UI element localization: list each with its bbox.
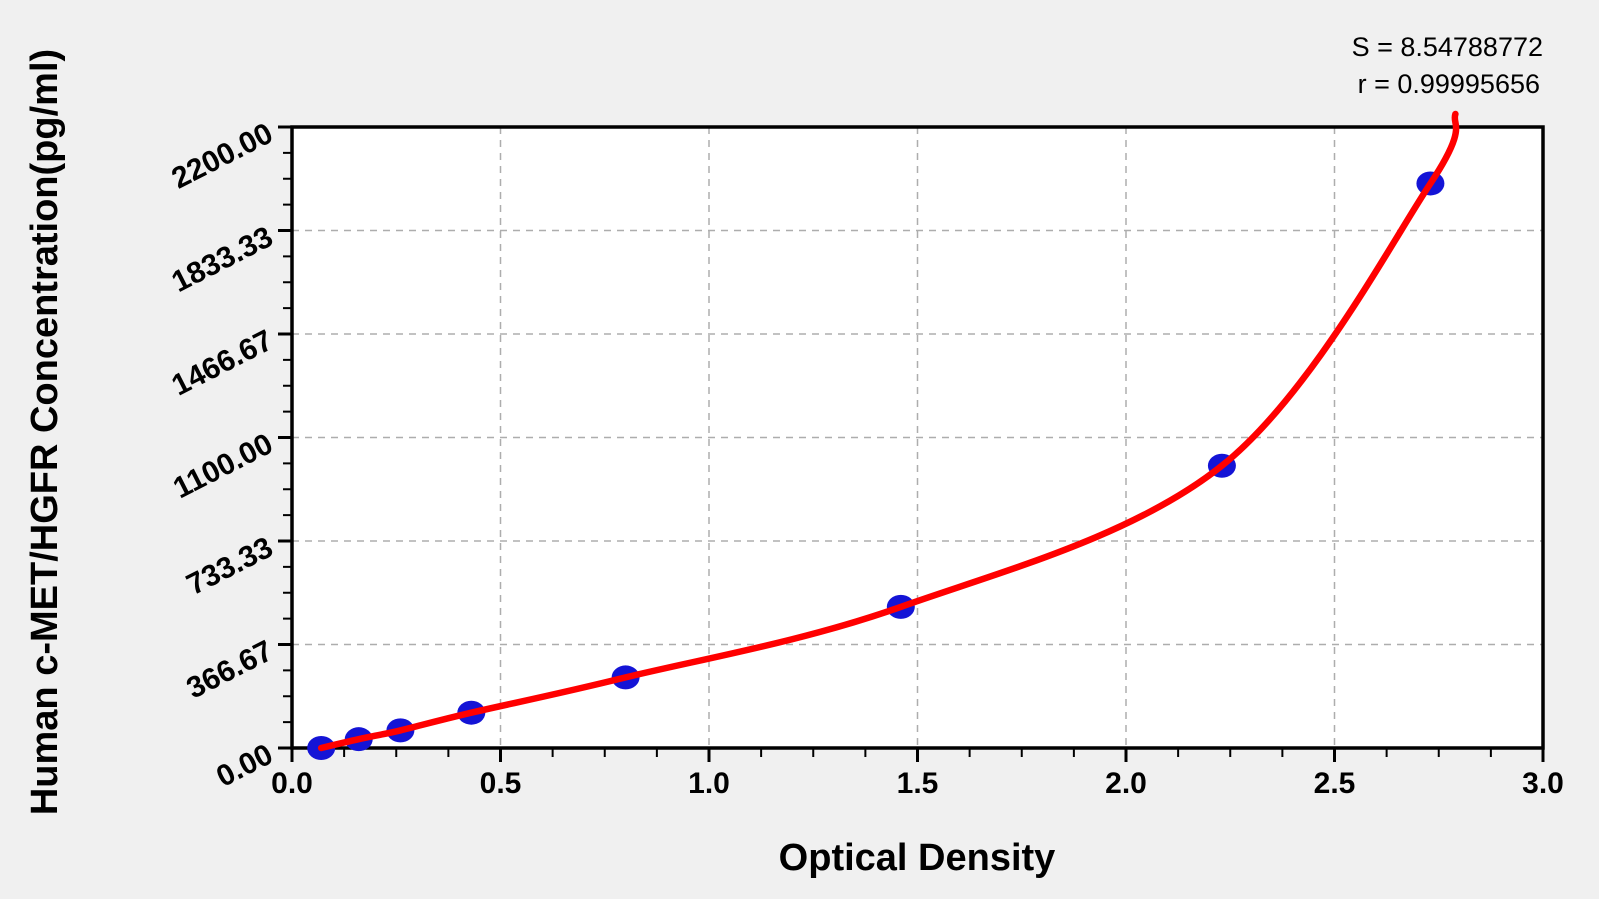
stat-r-value: r = 0.99995656	[1358, 69, 1540, 99]
x-tick-label: 0.0	[271, 767, 313, 800]
x-tick-labels: 0.0 0.5 1.0 1.5 2.0 2.5 3.0	[271, 767, 1564, 800]
x-tick-label: 3.0	[1522, 767, 1564, 800]
x-axis-title: Optical Density	[779, 837, 1056, 879]
fit-curve-line	[317, 110, 1460, 752]
gridlines	[292, 127, 1543, 748]
axis-ticks	[278, 125, 1545, 762]
y-tick-label: 366.67	[181, 634, 278, 705]
y-tick-label: 1100.00	[168, 427, 278, 505]
x-tick-label: 0.5	[480, 767, 522, 800]
x-tick-label: 1.5	[897, 767, 939, 800]
y-tick-label: 1833.33	[167, 220, 279, 299]
y-tick-label: 733.33	[181, 531, 278, 602]
y-tick-label: 0.00	[211, 738, 278, 794]
y-tick-label: 2200.00	[167, 117, 279, 196]
stat-s-value: S = 8.54788772	[1352, 32, 1543, 62]
x-tick-label: 2.0	[1105, 767, 1147, 800]
y-axis-title: Human c-MET/HGFR Concentration(pg/ml)	[24, 49, 66, 815]
x-tick-label: 1.0	[688, 767, 730, 800]
y-tick-label: 1466.67	[167, 324, 279, 403]
x-tick-label: 2.5	[1314, 767, 1356, 800]
plot-border	[290, 125, 1545, 750]
y-tick-labels: 0.00 366.67 733.33 1100.00 1466.67 1833.33 220…	[167, 117, 279, 794]
